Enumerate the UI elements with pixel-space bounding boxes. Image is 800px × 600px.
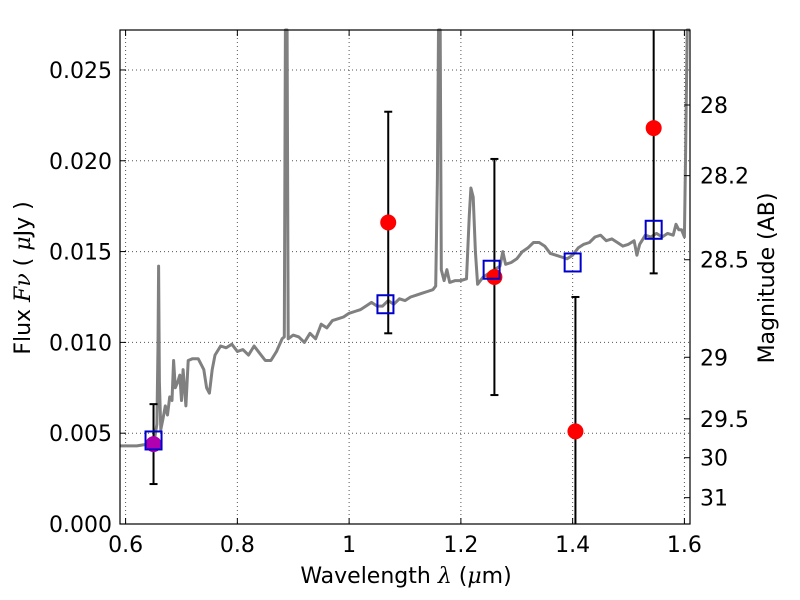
x-tick-label: 1.6 bbox=[667, 533, 702, 558]
y2-tick-label: 28 bbox=[700, 94, 728, 119]
y-tick-label: 0.025 bbox=[49, 59, 112, 84]
model-photometry-box bbox=[644, 219, 663, 240]
errorbar-layer bbox=[149, 30, 658, 524]
y2-tick-label: 30 bbox=[700, 447, 728, 472]
model-photometry-box bbox=[376, 294, 395, 315]
observed-point bbox=[145, 436, 162, 453]
x-tick-label: 0.6 bbox=[108, 533, 143, 558]
y-tick-label: 0.015 bbox=[49, 241, 112, 266]
x-axis-ticks: 0.6 0.8 1 1.2 1.4 1.6 bbox=[108, 30, 702, 558]
y-tick-label: 0.005 bbox=[49, 422, 112, 447]
model-photometry-box bbox=[482, 259, 501, 280]
x-tick-label: 1.2 bbox=[443, 533, 478, 558]
x-tick-label: 0.8 bbox=[220, 533, 255, 558]
y-tick-label: 0.010 bbox=[49, 331, 112, 356]
y-axis-title: Flux Fν ( μJy ) bbox=[11, 201, 36, 354]
observed-point bbox=[645, 120, 662, 137]
observed-points-layer bbox=[145, 120, 662, 453]
plot-frame bbox=[119, 29, 691, 525]
y2-tick-label: 29 bbox=[700, 346, 728, 371]
model-photometry-box bbox=[563, 252, 582, 273]
y-axis-ticks: 0.000 0.005 0.010 0.015 0.020 0.025 bbox=[49, 59, 126, 538]
observed-point bbox=[486, 269, 503, 285]
observed-point bbox=[380, 214, 397, 231]
model-box-layer bbox=[144, 219, 663, 451]
y2-axis-ticks: 28 28.2 28.5 29 29.5 30 31 bbox=[684, 94, 749, 512]
model-spectrum-line bbox=[120, 28, 690, 448]
y2-tick-label: 29.5 bbox=[700, 408, 749, 433]
model-spectrum-layer bbox=[120, 28, 690, 448]
y-tick-label: 0.020 bbox=[49, 150, 112, 175]
x-tick-label: 1.4 bbox=[555, 533, 590, 558]
y2-tick-label: 31 bbox=[700, 487, 728, 512]
x-tick-label: 1 bbox=[342, 533, 356, 558]
grid-lines bbox=[120, 30, 690, 525]
x-axis-title: Wavelength λ (μm) bbox=[300, 564, 511, 589]
y2-tick-label: 28.2 bbox=[700, 165, 749, 190]
y2-tick-label: 28.5 bbox=[700, 249, 749, 274]
y2-axis-title: Magnitude (AB) bbox=[755, 193, 780, 364]
observed-point bbox=[567, 423, 584, 440]
model-photometry-box bbox=[144, 430, 163, 451]
y-tick-label: 0.000 bbox=[49, 513, 112, 538]
